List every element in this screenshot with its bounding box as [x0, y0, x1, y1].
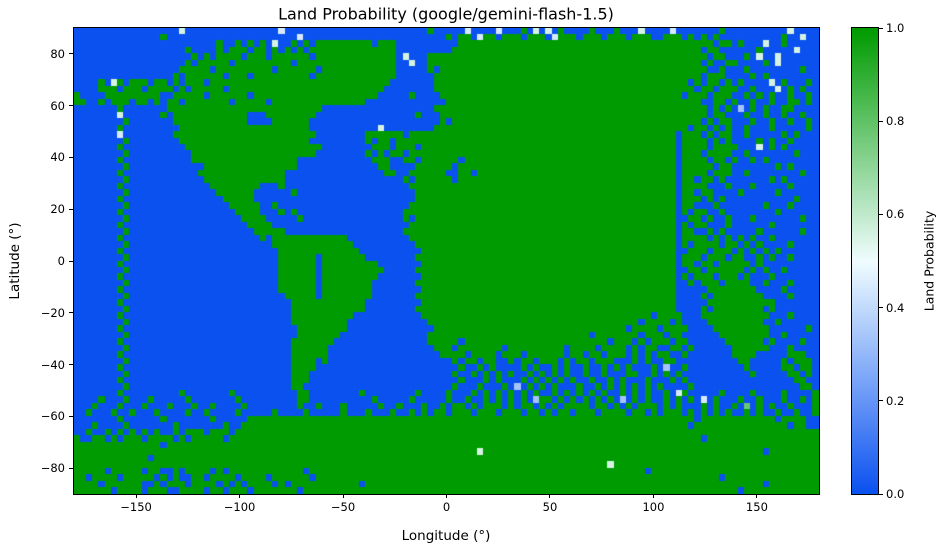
- y-tick-label: 0: [57, 254, 65, 268]
- colorbar-label: Land Probability: [921, 210, 937, 312]
- y-tick-mark: [69, 156, 73, 158]
- y-tick-label: 80: [50, 46, 65, 61]
- colorbar-tick-mark: [879, 307, 883, 309]
- colorbar-canvas: [852, 28, 878, 494]
- y-tick-mark: [69, 467, 73, 469]
- x-tick-label: 0: [442, 500, 451, 514]
- colorbar: [851, 27, 879, 495]
- x-axis-label: Longitude (°): [401, 528, 491, 544]
- colorbar-tick-label: 0.8: [886, 114, 905, 129]
- x-tick-label: 100: [642, 500, 665, 514]
- x-tick-label: −150: [120, 500, 152, 514]
- colorbar-tick-mark: [879, 120, 883, 122]
- colorbar-tick-label: 0.4: [886, 300, 905, 315]
- x-tick-mark: [446, 494, 447, 498]
- colorbar-tick-label: 1.0: [886, 21, 905, 35]
- colorbar-tick-mark: [879, 400, 883, 402]
- x-tick-mark: [135, 494, 137, 498]
- colorbar-tick-label: 0.2: [886, 393, 905, 408]
- y-tick-label: 40: [50, 150, 65, 165]
- y-tick-mark: [69, 53, 73, 55]
- y-tick-label: 60: [50, 98, 65, 113]
- x-tick-mark: [239, 494, 241, 498]
- x-tick-mark: [652, 494, 654, 498]
- x-tick-mark: [756, 494, 758, 498]
- y-tick-mark: [69, 415, 73, 417]
- y-tick-label: −80: [40, 461, 65, 476]
- y-tick-mark: [69, 260, 73, 262]
- colorbar-tick-mark: [879, 493, 883, 495]
- y-tick-label: −20: [40, 305, 65, 320]
- heatmap-canvas: [74, 28, 819, 494]
- y-tick-label: 20: [50, 202, 65, 217]
- x-tick-label: 150: [745, 500, 768, 514]
- y-tick-label: −60: [40, 409, 65, 424]
- y-axis-label: Latitude (°): [7, 222, 23, 300]
- x-tick-label: −100: [223, 500, 256, 514]
- x-tick-label: 50: [542, 500, 558, 514]
- y-tick-label: −40: [40, 357, 65, 372]
- plot-area: [73, 27, 820, 495]
- y-tick-mark: [69, 364, 73, 366]
- colorbar-tick-mark: [879, 213, 883, 215]
- y-tick-mark: [69, 208, 73, 210]
- colorbar-tick-mark: [879, 27, 883, 29]
- y-tick-mark: [69, 105, 73, 107]
- colorbar-tick-label: 0.6: [886, 207, 905, 222]
- x-tick-label: −50: [330, 500, 356, 514]
- x-tick-mark: [549, 494, 551, 498]
- colorbar-tick-label: 0.0: [886, 487, 905, 501]
- y-tick-mark: [69, 312, 73, 314]
- chart-title: Land Probability (google/gemini-flash-1.…: [278, 4, 614, 24]
- x-tick-mark: [342, 494, 344, 498]
